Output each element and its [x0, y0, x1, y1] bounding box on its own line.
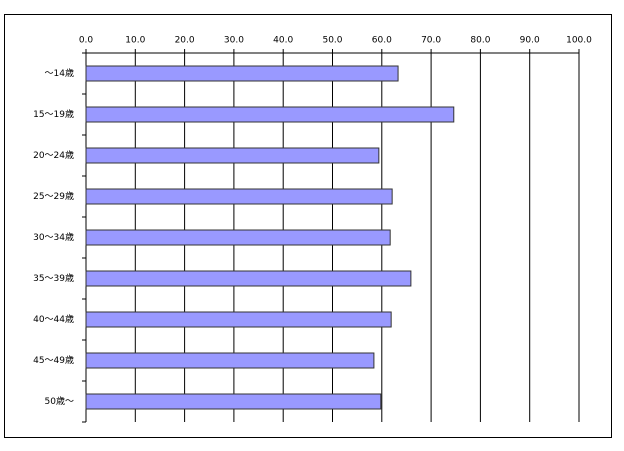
bar — [85, 188, 393, 205]
y-tick-label: 40～44歳 — [33, 313, 74, 325]
y-tick-label: 20～24歳 — [33, 149, 74, 161]
y-tick-label: 25～29歳 — [33, 190, 74, 202]
x-tick-label: 70.0 — [421, 36, 441, 46]
bar — [85, 352, 375, 369]
x-tick-label: 90.0 — [520, 36, 540, 46]
x-tick-label: 10.0 — [125, 36, 145, 46]
y-tick-label: 50歳～ — [45, 395, 74, 407]
x-tick-label: 80.0 — [470, 36, 490, 46]
y-tick-label: 45～49歳 — [33, 354, 74, 366]
bar — [85, 147, 380, 164]
x-tick-label: 30.0 — [224, 36, 244, 46]
bar — [85, 65, 399, 82]
x-tick-label: 60.0 — [372, 36, 392, 46]
y-tick-label: 35～39歳 — [33, 272, 74, 284]
x-tick-label: 100.0 — [566, 36, 592, 46]
x-tick-label: 20.0 — [175, 36, 195, 46]
bar — [85, 229, 391, 246]
bar — [85, 270, 412, 287]
x-tick-label: 50.0 — [322, 36, 342, 46]
x-tick-label: 40.0 — [273, 36, 293, 46]
y-tick-label: ～14歳 — [45, 67, 74, 79]
y-tick-label: 15～19歳 — [33, 108, 74, 120]
x-tick-label: 0.0 — [79, 36, 94, 46]
bar — [85, 393, 382, 410]
y-tick-label: 30～34歳 — [33, 231, 74, 243]
bar — [85, 106, 455, 123]
bar — [85, 311, 392, 328]
